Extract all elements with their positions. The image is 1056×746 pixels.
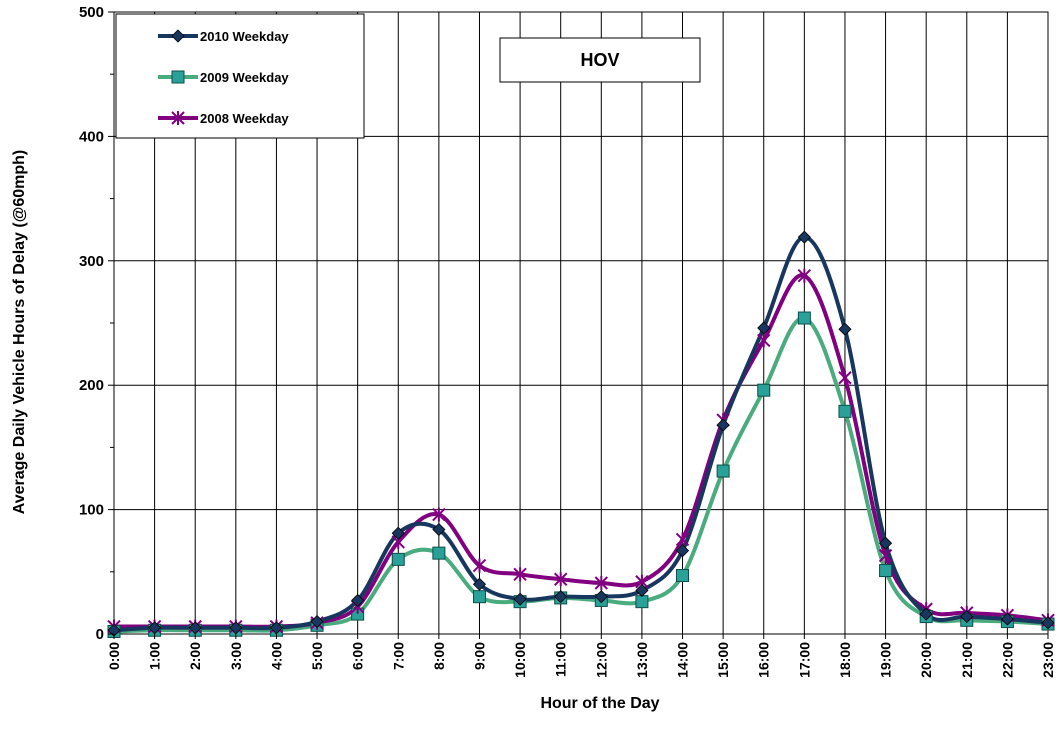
x-axis-title: Hour of the Day (540, 695, 659, 712)
data-point (635, 583, 649, 598)
data-point (797, 230, 811, 244)
x-tick-label: 11:00 (553, 642, 569, 677)
data-point (635, 595, 649, 609)
data-point (594, 575, 609, 590)
y-tick-label: 0 (96, 626, 104, 643)
y-axis-ticks: 0 100 200 300 400 500 (79, 4, 114, 643)
x-tick-label: 16:00 (756, 642, 772, 678)
y-tick-label: 500 (79, 4, 104, 21)
x-tick-label: 6:00 (350, 642, 366, 670)
data-point (960, 610, 974, 624)
legend-swatch-marker (171, 70, 185, 84)
data-point (391, 526, 405, 540)
x-tick-label: 18:00 (837, 642, 853, 678)
x-tick-label: 12:00 (593, 642, 609, 678)
data-point (1041, 616, 1055, 630)
data-point (472, 558, 487, 573)
x-tick-label: 3:00 (228, 642, 244, 670)
x-tick-label: 8:00 (431, 642, 447, 670)
data-point (432, 546, 446, 560)
data-point (676, 569, 690, 583)
legend-label: 2010 Weekday (200, 29, 289, 44)
x-axis-ticks: 0:00 1:00 2:00 3:00 4:00 5:00 6:00 7:00 8:00 9:00… (106, 634, 1056, 678)
legend-frame (115, 13, 365, 139)
y-tick-label: 300 (79, 253, 104, 270)
data-point (351, 593, 365, 607)
data-point (757, 321, 771, 335)
data-point (757, 333, 771, 348)
data-point (269, 621, 284, 635)
data-point (838, 370, 852, 385)
x-tick-label: 20:00 (918, 642, 934, 678)
data-point (472, 590, 486, 604)
x-tick-label: 13:00 (634, 642, 650, 678)
data-point (878, 536, 893, 550)
x-tick-label: 9:00 (471, 642, 487, 670)
data-point (432, 507, 446, 522)
data-point (513, 592, 527, 606)
data-point (716, 464, 730, 478)
series-markers (107, 230, 1055, 639)
data-point (797, 268, 812, 283)
data-point (757, 383, 771, 397)
data-point (919, 607, 933, 621)
data-point (472, 577, 487, 591)
x-tick-label: 21:00 (959, 642, 975, 678)
data-point (310, 614, 324, 629)
data-point (675, 544, 690, 558)
x-tick-label: 0:00 (106, 642, 122, 670)
x-tick-label: 17:00 (796, 642, 812, 678)
data-point (838, 404, 852, 418)
data-point (432, 522, 446, 537)
legend-label: 2009 Weekday (200, 70, 289, 85)
legend-swatch-marker (171, 29, 185, 43)
x-tick-label: 19:00 (878, 642, 894, 678)
data-point (188, 621, 202, 635)
data-point (594, 590, 608, 604)
data-point (716, 418, 730, 432)
y-tick-label: 400 (79, 128, 104, 145)
x-tick-label: 10:00 (512, 642, 528, 678)
data-point (513, 567, 527, 582)
x-tick-label: 14:00 (675, 642, 691, 678)
hov-label-frame (499, 37, 701, 83)
legend-swatch-marker (171, 111, 185, 125)
data-point (391, 552, 405, 566)
x-tick-label: 4:00 (268, 642, 284, 670)
y-tick-label: 100 (79, 502, 104, 519)
data-point (797, 311, 811, 325)
data-point (879, 564, 893, 578)
data-point (229, 621, 243, 635)
data-point (878, 548, 893, 563)
x-tick-label: 1:00 (147, 642, 163, 670)
x-tick-label: 5:00 (309, 642, 325, 670)
chart-title: HOV (580, 50, 619, 70)
x-tick-label: 22:00 (999, 642, 1015, 678)
legend-label: 2008 Weekday (200, 111, 289, 126)
data-point (148, 621, 162, 635)
data-point (553, 572, 568, 587)
data-point (1000, 612, 1014, 626)
data-point (554, 590, 568, 604)
x-tick-label: 2:00 (187, 642, 203, 670)
x-tick-label: 7:00 (390, 642, 406, 670)
x-tick-label: 15:00 (715, 642, 731, 678)
x-tick-label: 23:00 (1040, 642, 1056, 678)
y-tick-label: 200 (79, 377, 104, 394)
hov-label-box: HOV (499, 37, 701, 83)
data-point (838, 322, 852, 336)
legend: 2010 Weekday 2009 Weekday 2008 Weekday (115, 13, 365, 139)
y-axis-title: Average Daily Vehicle Hours of Delay (@6… (11, 150, 28, 514)
